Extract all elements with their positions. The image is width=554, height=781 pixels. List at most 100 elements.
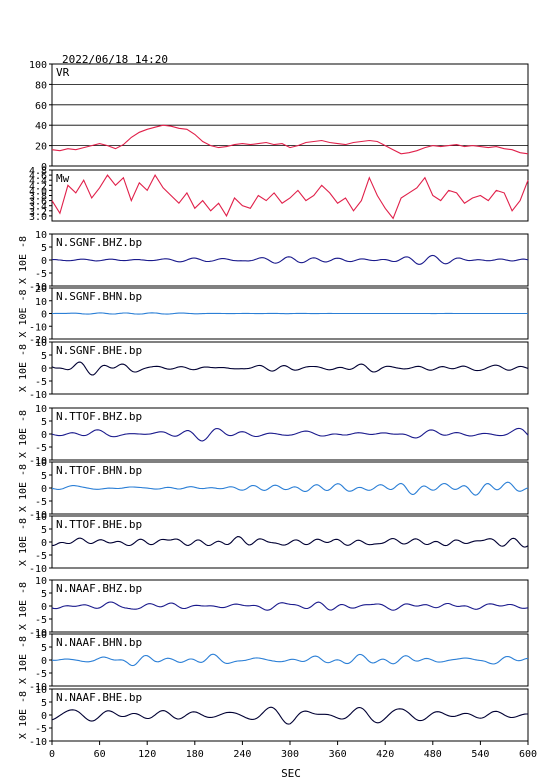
y-axis-label: X 10E -8 bbox=[18, 636, 29, 684]
x-tick-label: 600 bbox=[519, 749, 537, 760]
y-tick-label: 0 bbox=[41, 538, 47, 549]
y-tick-label: 5 bbox=[41, 525, 47, 536]
series-line bbox=[51, 361, 529, 376]
panel-1: 0 20 40 60 80 100 VR bbox=[29, 60, 529, 173]
y-axis-label: X 10E -8 bbox=[18, 410, 29, 458]
y-tick-label: -10 bbox=[29, 282, 47, 293]
panel-10: -10 -5 0 5 10 X 10E -8 N.NAAF.BHN.bp bbox=[18, 630, 529, 693]
y-tick-label: 10 bbox=[35, 230, 47, 241]
x-axis-label: SEC bbox=[281, 767, 301, 780]
panel-11: -10 -5 0 5 10 X 10E -8 N.NAAF.BHE.bp bbox=[18, 685, 529, 748]
y-axis-label: X 10E -8 bbox=[18, 464, 29, 512]
y-tick-label: 4.4 bbox=[29, 176, 47, 187]
x-tick-label: 360 bbox=[329, 749, 347, 760]
y-tick-label: -5 bbox=[35, 377, 47, 388]
panel-title: N.TTOF.BHN.bp bbox=[56, 464, 142, 477]
y-tick-label: -10 bbox=[29, 510, 47, 521]
panel-frame bbox=[51, 63, 529, 167]
y-tick-label: 0 bbox=[41, 364, 47, 375]
y-axis-label: X 10E -8 bbox=[18, 518, 29, 566]
series-line bbox=[51, 124, 529, 155]
y-tick-label: 5 bbox=[41, 243, 47, 254]
y-tick-label: 100 bbox=[29, 60, 47, 71]
y-tick-label: 0 bbox=[41, 602, 47, 613]
y-tick-label: 20 bbox=[35, 142, 47, 153]
panel-8: -10 -5 0 5 10 X 10E -8 N.TTOF.BHE.bp bbox=[18, 512, 529, 575]
panel-title: VR bbox=[56, 66, 70, 79]
panel-7: -10 -5 0 5 10 X 10E -8 N.TTOF.BHN.bp bbox=[18, 458, 529, 521]
y-tick-label: 10 bbox=[35, 512, 47, 523]
panel-6: -10 -5 0 5 10 X 10E -8 N.TTOF.BHZ.bp bbox=[18, 404, 529, 467]
x-tick-label: 300 bbox=[281, 749, 299, 760]
panel-title: N.SGNF.BHN.bp bbox=[56, 290, 142, 303]
series-line bbox=[51, 653, 529, 667]
y-tick-label: 80 bbox=[35, 80, 47, 91]
y-tick-label: 0 bbox=[41, 711, 47, 722]
panel-title: N.NAAF.BHN.bp bbox=[56, 636, 142, 649]
y-tick-label: 0 bbox=[41, 430, 47, 441]
y-axis-label: X 10E -8 bbox=[18, 236, 29, 284]
y-tick-label: 5 bbox=[41, 643, 47, 654]
series-line bbox=[51, 481, 529, 496]
x-axis: 0 60 120 180 240 300 360 420 480 540 600 bbox=[49, 741, 537, 760]
series-line bbox=[51, 173, 529, 220]
y-tick-label: 5 bbox=[41, 471, 47, 482]
y-tick-label: 5 bbox=[41, 698, 47, 709]
x-tick-label: 480 bbox=[424, 749, 442, 760]
y-tick-label: -10 bbox=[29, 390, 47, 401]
y-tick-label: 10 bbox=[35, 685, 47, 696]
y-tick-label: 4.6 bbox=[29, 171, 47, 182]
x-tick-label: 120 bbox=[138, 749, 156, 760]
y-tick-label: 0 bbox=[41, 256, 47, 267]
y-tick-label: 3.0 bbox=[29, 212, 47, 223]
y-tick-label: 3.2 bbox=[29, 207, 47, 218]
y-tick-label: 10 bbox=[35, 576, 47, 587]
y-tick-label: -5 bbox=[35, 669, 47, 680]
y-tick-label: 0 bbox=[41, 162, 47, 173]
y-tick-label: -5 bbox=[35, 615, 47, 626]
x-tick-label: 240 bbox=[233, 749, 251, 760]
panel-5: -10 -5 0 5 10 X 10E -8 N.SGNF.BHE.bp bbox=[18, 338, 529, 401]
x-tick-label: 60 bbox=[94, 749, 106, 760]
y-tick-label: 0 bbox=[41, 310, 47, 321]
y-tick-label: 5 bbox=[41, 589, 47, 600]
y-tick-label: 20 bbox=[35, 284, 47, 295]
y-tick-label: 3.8 bbox=[29, 192, 47, 203]
panel-title: N.TTOF.BHE.bp bbox=[56, 518, 142, 531]
header-datetime: 2022/06/18 14:20 bbox=[62, 53, 168, 66]
panel-title: N.NAAF.BHZ.bp bbox=[56, 582, 142, 595]
y-axis-label: X 10E -8 bbox=[18, 344, 29, 392]
panel-9: -10 -5 0 5 10 X 10E -8 N.NAAF.BHZ.bp bbox=[18, 576, 529, 639]
y-tick-label: 10 bbox=[35, 404, 47, 415]
y-axis-label: X 10E -8 bbox=[18, 289, 29, 337]
panel-title: N.TTOF.BHZ.bp bbox=[56, 410, 142, 423]
y-tick-label: 3.4 bbox=[29, 202, 47, 213]
y-axis-label: X 10E -8 bbox=[18, 582, 29, 630]
y-tick-label: 60 bbox=[35, 101, 47, 112]
x-tick-label: 0 bbox=[49, 749, 55, 760]
y-tick-label: 10 bbox=[35, 297, 47, 308]
panel-3: -10 -5 0 5 10 X 10E -8 N.SGNF.BHZ.bp bbox=[18, 230, 529, 293]
y-tick-label: 4.0 bbox=[29, 186, 47, 197]
y-tick-label: 10 bbox=[35, 630, 47, 641]
x-tick-label: 180 bbox=[186, 749, 204, 760]
y-tick-label: -10 bbox=[29, 456, 47, 467]
series-line bbox=[52, 536, 529, 548]
panel-title: N.NAAF.BHE.bp bbox=[56, 691, 142, 704]
y-tick-label: -10 bbox=[29, 628, 47, 639]
y-tick-label: -5 bbox=[35, 551, 47, 562]
panel-title: N.SGNF.BHE.bp bbox=[56, 344, 142, 357]
x-tick-label: 420 bbox=[376, 749, 394, 760]
series-line bbox=[52, 254, 529, 265]
y-tick-label: -5 bbox=[35, 497, 47, 508]
y-tick-label: -5 bbox=[35, 443, 47, 454]
series-line bbox=[51, 601, 529, 611]
panels: 020406080100VR3.03.23.43.63.84.04.24.44.… bbox=[18, 60, 529, 748]
y-tick-label: -5 bbox=[35, 269, 47, 280]
y-tick-label: -10 bbox=[29, 564, 47, 575]
y-tick-label: 0 bbox=[41, 656, 47, 667]
y-tick-label: 5 bbox=[41, 417, 47, 428]
y-tick-label: 0 bbox=[41, 484, 47, 495]
